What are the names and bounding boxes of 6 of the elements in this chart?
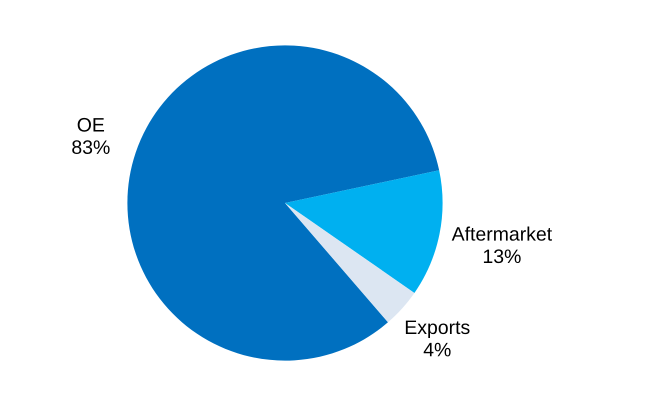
data-label: 13% bbox=[484, 249, 521, 264]
data-label: 4% bbox=[424, 342, 451, 356]
slice-label: Exports bbox=[406, 320, 470, 338]
slice-label: Aftermarket bbox=[452, 226, 552, 241]
slice-label: OE bbox=[78, 118, 104, 132]
data-label: 83% bbox=[72, 140, 110, 154]
